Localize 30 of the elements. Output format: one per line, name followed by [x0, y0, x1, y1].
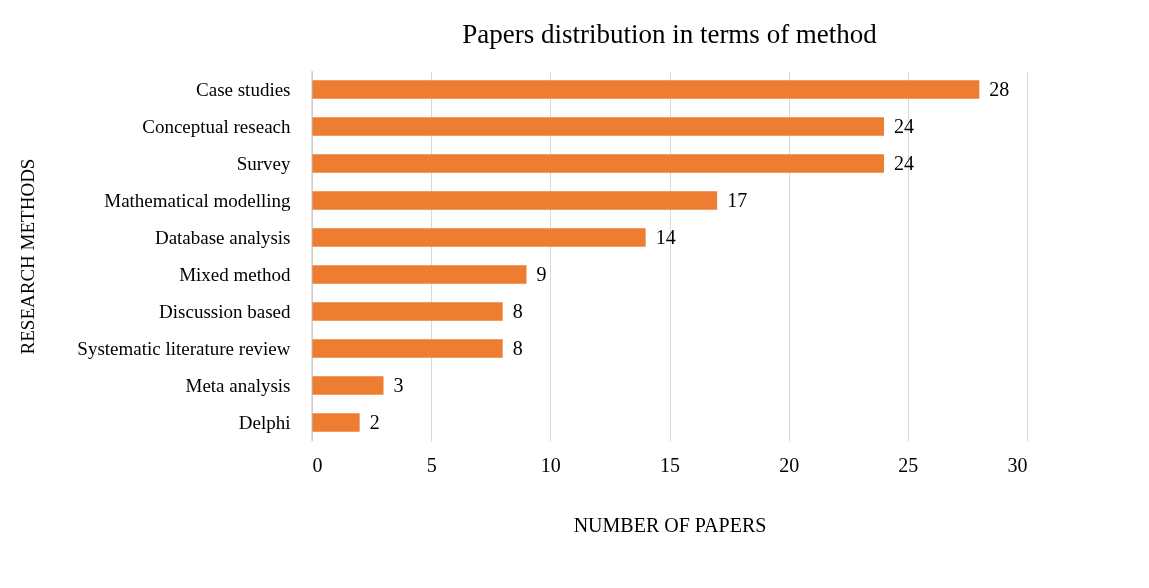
x-tick-label: 15 [660, 453, 680, 476]
data-label: 8 [512, 336, 523, 359]
x-tick-label: 30 [1007, 453, 1028, 476]
data-label: 8 [512, 299, 523, 322]
y-tick-label: Survey [236, 152, 291, 174]
y-tick-label: Meta analysis [185, 374, 291, 396]
x-axis-title: NUMBER OF PAPERS [573, 513, 767, 536]
y-tick-label: Delphi [238, 411, 291, 433]
y-tick-label: Discussion based [159, 300, 291, 322]
data-label: 3 [393, 373, 404, 396]
data-label: 9 [536, 262, 547, 285]
y-tick-label: Case studies [196, 78, 291, 100]
y-tick-label: Mathematical modelling [104, 189, 291, 211]
y-tick-label: Systematic literature review [77, 337, 291, 359]
data-label: 28 [989, 77, 1010, 100]
x-tick-label: 25 [898, 453, 919, 476]
y-axis-title: RESEARCH METHODS [16, 158, 38, 355]
x-tick-label: 10 [540, 453, 561, 476]
data-label: 14 [655, 225, 676, 248]
data-label: 24 [894, 114, 914, 137]
y-tick-label: Mixed method [179, 263, 291, 285]
x-tick-label: 20 [779, 453, 800, 476]
data-label: 17 [727, 188, 748, 211]
x-tick-label: 5 [426, 453, 437, 476]
data-label: 2 [369, 410, 380, 433]
x-tick-label: 0 [312, 453, 323, 476]
data-label: 24 [894, 151, 914, 174]
y-tick-label: Database analysis [154, 226, 291, 248]
y-tick-label: Conceptual reseach [142, 115, 291, 137]
chart-title: Papers distribution in terms of method [462, 18, 878, 49]
